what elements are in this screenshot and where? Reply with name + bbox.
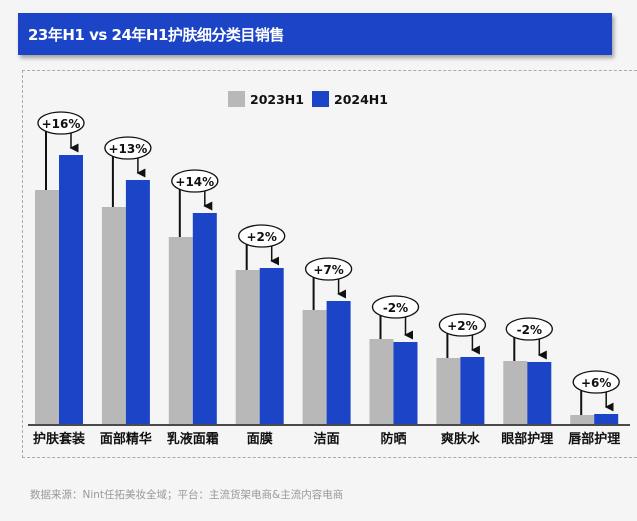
growth-bubble xyxy=(438,313,487,337)
growth-bubble xyxy=(171,169,219,193)
bar-2023 xyxy=(168,237,193,424)
growth-label: +2% xyxy=(246,230,276,244)
growth-bubble xyxy=(238,224,286,248)
bar-2023 xyxy=(235,270,260,424)
category-label: 眼部护理 xyxy=(501,431,553,447)
bar-2024 xyxy=(259,268,284,424)
category-label: 爽肤水 xyxy=(441,431,481,447)
growth-bubble xyxy=(37,111,85,135)
bar-2024 xyxy=(527,362,552,424)
bar-2023 xyxy=(35,190,59,424)
category-label: 护肤套装 xyxy=(33,431,85,447)
growth-bubble xyxy=(104,136,152,160)
category-label: 面膜 xyxy=(247,431,273,447)
growth-bubble xyxy=(371,295,420,319)
category-label: 乳液面霜 xyxy=(167,431,219,447)
bar-2023 xyxy=(101,207,126,424)
legend-label-2024: 2024H1 xyxy=(334,92,388,107)
legend-label-2023: 2023H1 xyxy=(250,92,304,107)
bar-2023 xyxy=(436,358,461,424)
bar-2024 xyxy=(326,301,351,424)
legend: 2023H1 2024H1 xyxy=(228,91,388,107)
bar-2024 xyxy=(460,357,485,424)
growth-label: +6% xyxy=(581,376,611,390)
category-label: 防晒 xyxy=(380,431,406,447)
growth-bubble xyxy=(505,317,553,341)
title-bar: 23年H1 vs 24年H1护肤细分类目销售 xyxy=(18,13,612,55)
legend-swatch-2023 xyxy=(228,91,245,107)
growth-label: +14% xyxy=(175,175,214,189)
bar-2023 xyxy=(503,361,528,424)
growth-bubble xyxy=(572,370,620,394)
bar-2023 xyxy=(369,339,394,424)
growth-bubble xyxy=(304,257,353,281)
bar-2024 xyxy=(192,213,217,424)
category-label: 唇部护理 xyxy=(568,431,620,447)
growth-label: +16% xyxy=(42,117,81,131)
chart-frame xyxy=(22,70,637,458)
bar-2024 xyxy=(594,414,619,424)
bar-2024 xyxy=(125,180,150,424)
bar-2024 xyxy=(59,155,83,424)
growth-label: +2% xyxy=(447,319,477,333)
data-source-note: 数据来源：Nint任拓美妆全域；平台：主流货架电商&主流内容电商 xyxy=(30,489,344,501)
growth-label: -2% xyxy=(383,301,408,315)
bar-2024 xyxy=(393,342,418,424)
bar-2023 xyxy=(302,310,327,424)
growth-label: +13% xyxy=(109,142,148,156)
bar-2023 xyxy=(570,415,595,424)
category-label: 面部精华 xyxy=(100,431,152,447)
legend-swatch-2024 xyxy=(312,91,329,107)
growth-label: +7% xyxy=(313,263,343,277)
category-label: 洁面 xyxy=(314,431,340,447)
growth-label: -2% xyxy=(517,323,542,337)
page-title: 23年H1 vs 24年H1护肤细分类目销售 xyxy=(28,26,284,44)
